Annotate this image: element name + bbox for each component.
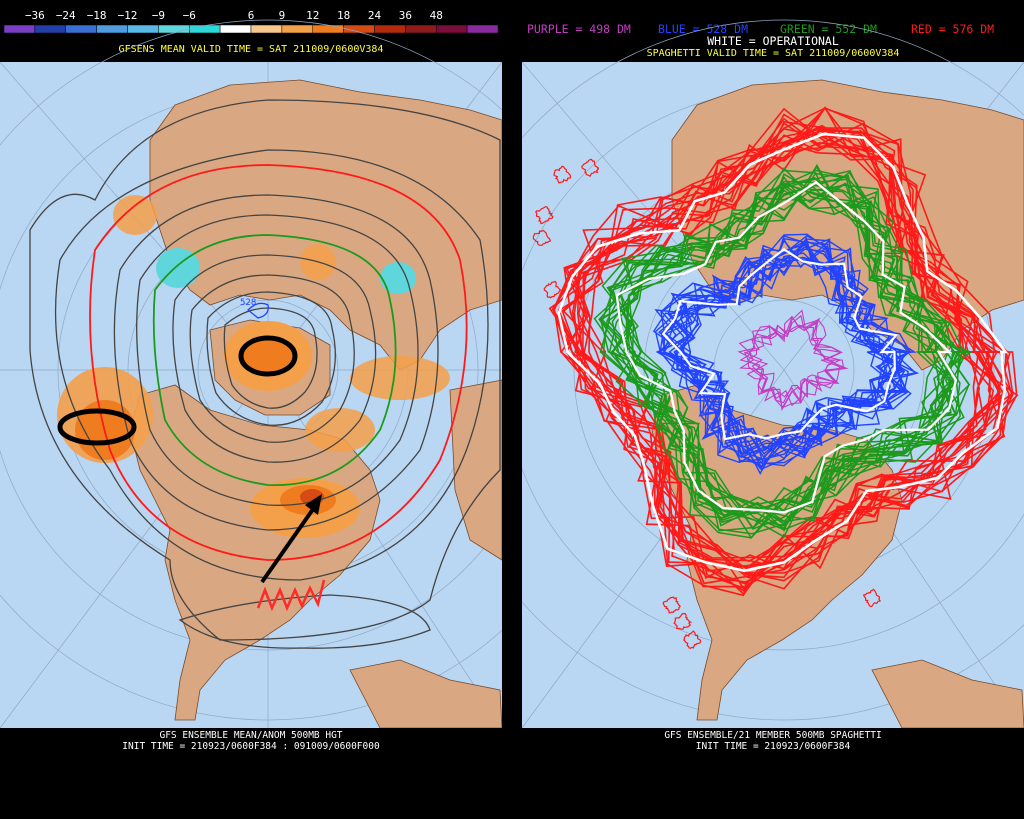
colorbar-swatch <box>127 24 159 34</box>
colorbar-swatch <box>374 24 406 34</box>
anomaly-shading <box>57 195 450 538</box>
spaghetti-footer-init-time: INIT TIME = 210923/0600F384 <box>696 741 851 752</box>
spaghetti-line <box>571 129 1019 579</box>
mean-valid-time: GFSENS MEAN VALID TIME = SAT 211009/0600… <box>119 44 384 55</box>
colorbar-label: 36 <box>399 9 412 22</box>
spaghetti-map: PURPLE = 498 DM BLUE = 528 DM GREEN = 55… <box>522 19 1024 819</box>
spaghetti-panel: PURPLE = 498 DM BLUE = 528 DM GREEN = 55… <box>522 0 1024 819</box>
legend-purple: PURPLE = 498 DM <box>527 22 631 36</box>
footer-background <box>522 728 1024 819</box>
spaghetti-line <box>683 630 702 649</box>
colorbar-label: −18 <box>87 9 107 22</box>
colorbar-swatch <box>312 24 344 34</box>
spaghetti-line <box>673 612 693 630</box>
spaghetti-line <box>661 247 899 441</box>
spaghetti-line <box>659 241 907 463</box>
colorbar-swatch <box>65 24 97 34</box>
colorbar-label: 6 <box>248 9 255 22</box>
colorbar-swatch <box>189 24 221 34</box>
spaghetti-line <box>557 132 1009 573</box>
spaghetti-line <box>662 596 681 614</box>
colorbar-swatch <box>158 24 190 34</box>
colorbar-label: 24 <box>368 9 382 22</box>
scribble-mark <box>256 579 326 612</box>
colorbar-swatch <box>96 24 128 34</box>
ensemble-mean-panel: −36 −24 −18 −12 −9 −6 6 9 12 18 24 36 48 GFSENS MEAN… <box>0 0 502 819</box>
spaghetti-line <box>626 176 957 522</box>
spaghetti-line <box>535 206 554 225</box>
colorbar-swatch <box>219 24 252 34</box>
spaghetti-line <box>532 229 552 246</box>
colorbar-label: 9 <box>279 9 286 22</box>
spaghetti-line <box>561 129 1013 592</box>
colorbar-swatch <box>281 24 313 34</box>
legend-red: RED = 576 DM <box>911 22 994 36</box>
annotations <box>57 335 326 612</box>
colorbar-swatch <box>436 24 468 34</box>
footer-background <box>0 728 502 819</box>
arrow-shaft <box>260 500 320 584</box>
colorbar-label: −12 <box>118 9 138 22</box>
legend-white: WHITE = OPERATIONAL <box>707 34 839 48</box>
legend-blue: BLUE = 528 DM <box>658 22 748 36</box>
mean-footer-title: GFS ENSEMBLE MEAN/ANOM 500MB HGT <box>159 730 342 741</box>
spaghetti-line <box>543 280 563 299</box>
spaghetti-line <box>738 314 841 407</box>
spaghetti-line <box>668 236 908 455</box>
colorbar-label: 18 <box>337 9 350 22</box>
spaghetti-legend: PURPLE = 498 DM BLUE = 528 DM GREEN = 55… <box>527 22 994 48</box>
spaghetti-line <box>738 309 849 404</box>
colorbar-swatch <box>466 24 499 34</box>
colorbar-swatch <box>405 24 437 34</box>
spaghetti-line <box>746 315 845 412</box>
colorbar-swatch <box>250 24 283 34</box>
ensemble-mean-map: −36 −24 −18 −12 −9 −6 6 9 12 18 24 36 48 GFSENS MEAN… <box>0 9 502 819</box>
spaghetti-line <box>665 235 908 455</box>
colorbar-label: −9 <box>152 9 165 22</box>
colorbar-label: −36 <box>25 9 45 22</box>
spaghetti-line <box>572 106 1002 574</box>
spaghetti-footer-title: GFS ENSEMBLE/21 MEMBER 500MB SPAGHETTI <box>664 730 881 741</box>
highlight-ellipse-arctic <box>238 335 298 377</box>
colorbar-label: 12 <box>306 9 319 22</box>
spaghetti-line <box>553 165 572 184</box>
contour-label-528: 528 <box>240 298 256 308</box>
spaghetti-line <box>619 165 974 506</box>
height-contours <box>29 99 501 649</box>
spaghetti-line <box>551 141 1000 591</box>
colorbar-label: −24 <box>56 9 76 22</box>
spaghetti-line <box>625 173 968 535</box>
anomaly-colorbar-labels: −36 −24 −18 −12 −9 −6 6 9 12 18 24 36 48 <box>25 9 443 22</box>
highlight-ellipse-pacific <box>57 408 137 446</box>
arrow-head <box>305 494 322 515</box>
spaghetti-line <box>598 172 965 514</box>
spaghetti-line <box>862 588 882 608</box>
spaghetti-line <box>593 184 952 515</box>
mean-footer-init-time: INIT TIME = 210923/0600F384 : 091009/060… <box>122 741 380 752</box>
spaghetti-line <box>553 120 1004 563</box>
spaghetti-line <box>670 247 909 449</box>
spaghetti-line <box>615 180 958 514</box>
spaghetti-valid-time: SPAGHETTI VALID TIME = SAT 211009/0600V3… <box>647 48 900 59</box>
colorbar-label: 48 <box>430 9 443 22</box>
legend-green: GREEN = 552 DM <box>780 22 877 36</box>
spaghetti-line <box>581 158 599 178</box>
spaghetti-line <box>552 128 1000 571</box>
colorbar-swatch <box>3 24 36 34</box>
anomaly-colorbar <box>3 24 499 34</box>
spaghetti-line <box>599 178 961 532</box>
spaghetti-line <box>577 130 1007 597</box>
panel-divider <box>502 0 522 819</box>
spaghetti-line <box>610 189 962 532</box>
spaghetti-line <box>612 170 954 517</box>
colorbar-label: −6 <box>183 9 196 22</box>
colorbar-swatch <box>34 24 66 34</box>
spaghetti-contours <box>532 106 1019 649</box>
